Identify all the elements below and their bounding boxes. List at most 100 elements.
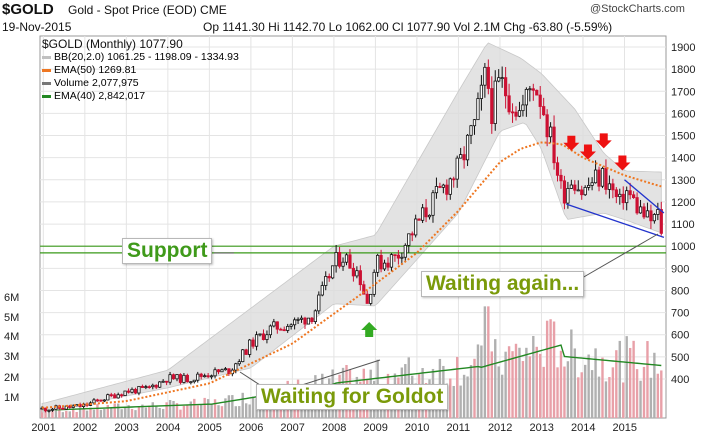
- price-bar-body: [421, 207, 425, 221]
- price-bar-body: [275, 321, 279, 330]
- volume-bar: [556, 367, 559, 418]
- price-bar-body: [303, 317, 307, 325]
- waiting-goldot-pointer: [301, 359, 381, 386]
- price-bar-body: [140, 385, 144, 388]
- volume-bar: [110, 408, 113, 418]
- y-tick-label: 900: [671, 263, 689, 275]
- legend-ema50: EMA(50) 1269.81: [42, 64, 239, 77]
- price-bar-body: [587, 184, 591, 188]
- price-bar-body: [389, 254, 394, 268]
- price-bar-body: [548, 126, 553, 138]
- price-bar-body: [538, 94, 542, 107]
- price-bars: [40, 59, 663, 413]
- volume-bar: [172, 400, 175, 418]
- down-arrow-icon: [563, 135, 580, 151]
- volume-tick-label: 3M: [4, 351, 19, 363]
- volume-bar: [89, 407, 92, 418]
- price-bar-body: [417, 218, 421, 221]
- price-bar-body: [272, 321, 276, 327]
- price-bar-body: [61, 407, 65, 410]
- price-bar-body: [424, 207, 428, 218]
- price-bar-body: [372, 271, 376, 295]
- price-bar-body: [455, 157, 459, 180]
- price-bar-body: [144, 386, 148, 389]
- price-bar-body: [445, 184, 449, 195]
- price-bar-body: [206, 375, 210, 378]
- volume-bar: [96, 403, 99, 418]
- volume-bar: [577, 377, 580, 418]
- x-tick-label: 2007: [280, 422, 304, 434]
- volume-bar: [622, 382, 625, 418]
- price-bar-body: [403, 244, 407, 258]
- price-bar-body: [254, 334, 259, 347]
- volume-bar: [570, 329, 573, 418]
- price-bar-body: [344, 254, 349, 263]
- y-tick-label: 500: [671, 352, 689, 364]
- price-bar-body: [656, 209, 660, 215]
- volume-bar: [51, 406, 54, 418]
- volume-bar: [466, 376, 469, 418]
- volume-bar: [642, 366, 646, 418]
- volume-bar: [47, 409, 51, 418]
- volume-bar: [58, 407, 61, 418]
- price-bar-body: [452, 178, 456, 181]
- price-bar-body: [583, 187, 587, 196]
- support-callout: Support: [122, 238, 213, 264]
- price-bar-body: [192, 379, 196, 383]
- volume-bar: [566, 361, 570, 418]
- volume-bar: [151, 402, 154, 418]
- y-tick-label: 1100: [671, 219, 695, 231]
- volume-bar: [241, 392, 244, 418]
- volume-bar: [248, 404, 251, 418]
- price-bar-body: [510, 111, 515, 114]
- price-bar-body: [486, 66, 490, 89]
- price-bar-body: [251, 339, 255, 347]
- volume-bar: [206, 399, 210, 418]
- price-bar-body: [407, 233, 411, 246]
- price-bar-body: [535, 89, 539, 96]
- price-bar-body: [258, 333, 262, 336]
- price-bar-body: [324, 276, 328, 286]
- y-tick-label: 1800: [671, 64, 695, 76]
- volume-bar: [587, 354, 590, 418]
- price-bar-body: [545, 114, 549, 138]
- price-bar-body: [234, 363, 238, 371]
- volume-bar: [44, 411, 47, 418]
- x-tick-label: 2003: [114, 422, 138, 434]
- x-tick-label: 2013: [529, 422, 553, 434]
- chart-instrument-name: Gold - Spot Price (EOD) CME: [68, 3, 227, 17]
- price-bar-body: [476, 98, 480, 121]
- x-tick-label: 2015: [612, 422, 636, 434]
- price-bar-body: [196, 373, 200, 381]
- price-bar-body: [569, 184, 573, 189]
- price-bar-body: [106, 394, 110, 401]
- price-bar-body: [95, 399, 100, 402]
- volume-bar: [521, 361, 525, 418]
- volume-bar: [549, 319, 552, 418]
- volume-bar: [476, 344, 480, 418]
- x-tick-label: 2011: [446, 422, 470, 434]
- price-bar-body: [199, 373, 203, 377]
- volume-bar: [552, 321, 556, 418]
- price-bar-body: [638, 206, 643, 214]
- price-bar-body: [393, 254, 397, 257]
- price-bar-body: [293, 319, 297, 326]
- price-bar-body: [396, 254, 400, 259]
- volume-bar: [189, 401, 193, 418]
- y-tick-label: 1200: [671, 197, 695, 209]
- volume-bar: [459, 385, 462, 418]
- price-bar-body: [358, 270, 362, 286]
- price-bar-body: [203, 375, 207, 378]
- price-bar-body: [147, 386, 151, 389]
- price-bar-body: [92, 399, 96, 404]
- price-bar-body: [559, 174, 563, 182]
- volume-bar: [200, 404, 203, 418]
- volume-bar: [618, 340, 621, 418]
- price-bar-body: [365, 293, 369, 304]
- chart-date: 19-Nov-2015: [2, 20, 72, 34]
- x-tick-label: 2012: [488, 422, 512, 434]
- price-bar-body: [182, 374, 186, 383]
- price-bar-body: [299, 317, 304, 320]
- volume-bar: [103, 408, 106, 418]
- volume-bar: [227, 395, 231, 418]
